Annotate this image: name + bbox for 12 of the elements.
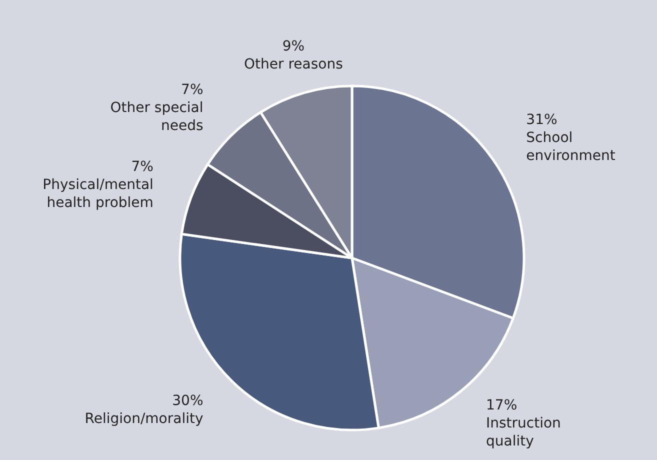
data-label: 7% (131, 158, 154, 175)
slice-label: Physical/mental health problem (42, 176, 154, 211)
slice-label: School environment (526, 130, 616, 164)
data-label: 31% (526, 112, 558, 128)
data-label: 30% (172, 393, 204, 410)
slice-label: Other special needs (110, 100, 204, 134)
slice-label: Religion/morality (84, 411, 204, 428)
slice-label: Instruction quality (486, 415, 561, 450)
data-label: 7% (181, 82, 204, 98)
slice-label: Other reasons (244, 56, 343, 72)
data-label: 9% (282, 38, 305, 54)
data-label: 17% (486, 397, 518, 414)
